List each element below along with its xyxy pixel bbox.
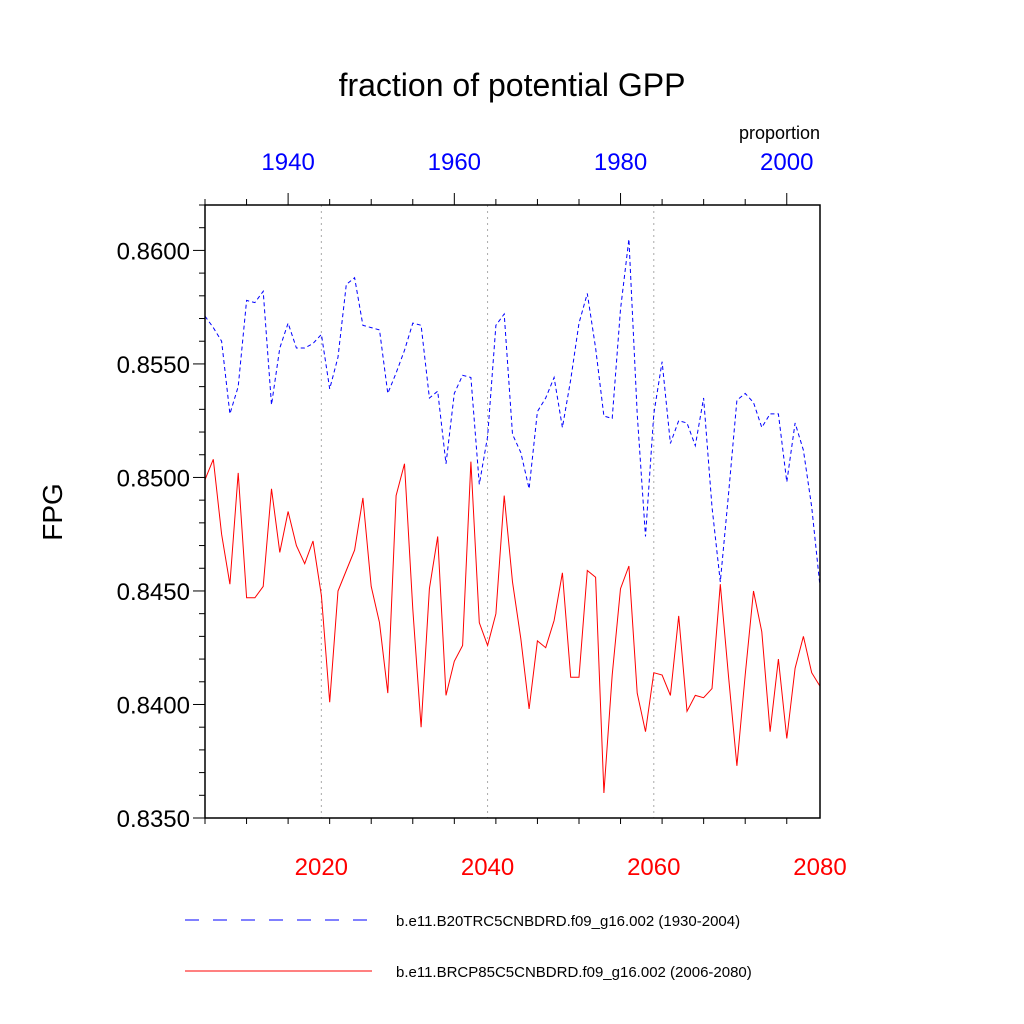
units-label: proportion — [739, 123, 820, 143]
x-top-tick-label: 1940 — [261, 149, 314, 176]
x-top-tick-label: 2000 — [760, 149, 813, 176]
x-top-tick-label: 1960 — [428, 149, 481, 176]
series-line-historical — [204, 239, 821, 587]
axis-ticks — [193, 193, 788, 824]
x-bottom-tick-label: 2060 — [627, 854, 680, 881]
y-tick-label: 0.8450 — [117, 579, 190, 606]
legend: b.e11.B20TRC5CNBDRD.f09_g16.002 (1930-20… — [185, 913, 752, 981]
y-axis-label: FPG — [37, 483, 68, 541]
legend-label-1: b.e11.BRCP85C5CNBDRD.f09_g16.002 (2006-2… — [396, 964, 752, 981]
x-bottom-tick-label: 2040 — [461, 854, 514, 881]
y-tick-label: 0.8400 — [117, 692, 190, 719]
x-top-tick-label: 1980 — [594, 149, 647, 176]
y-tick-label: 0.8350 — [117, 806, 190, 833]
legend-label-0: b.e11.B20TRC5CNBDRD.f09_g16.002 (1930-20… — [396, 913, 740, 930]
plot-frame — [204, 204, 821, 819]
tick-labels: 0.8350 0.8400 0.8450 0.8500 0.8550 0.8600 2020… — [117, 149, 847, 881]
x-bottom-tick-label: 2080 — [793, 854, 846, 881]
series-group — [204, 239, 821, 794]
x-bottom-tick-label: 2020 — [295, 854, 348, 881]
y-tick-label: 0.8600 — [117, 238, 190, 265]
y-tick-label: 0.8550 — [117, 352, 190, 379]
y-tick-label: 0.8500 — [117, 465, 190, 492]
vertical-gridlines — [320, 205, 655, 818]
series-line-rcp85 — [204, 459, 821, 794]
chart-title: fraction of potential GPP — [339, 67, 686, 103]
